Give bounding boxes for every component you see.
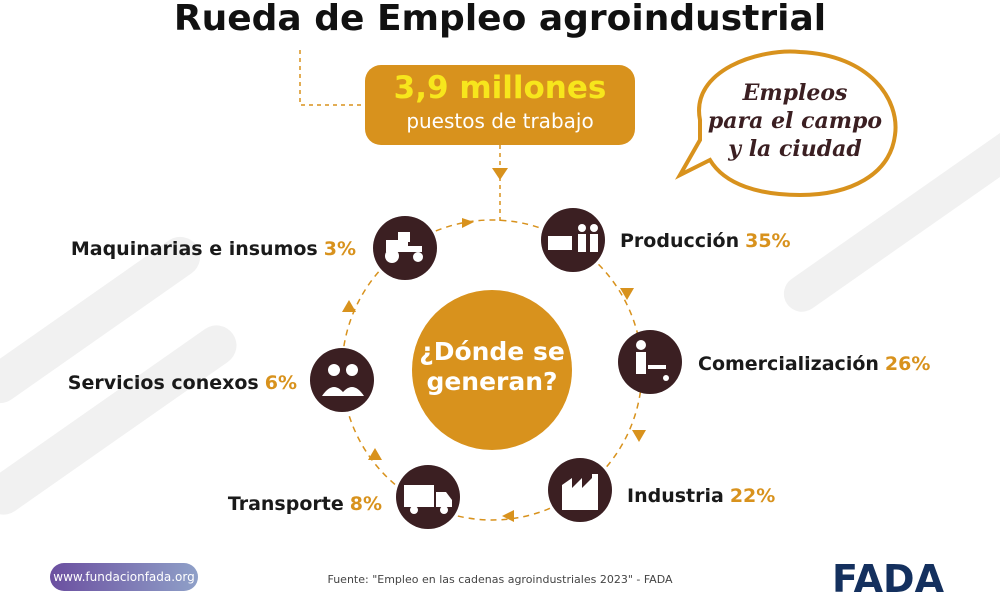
logo: FADA: [832, 557, 945, 600]
node-label: Transporte 8%: [228, 493, 382, 515]
center-text: generan?: [426, 367, 557, 396]
decor: [0, 124, 1000, 515]
node-label: Comercialización 26%: [698, 353, 930, 375]
bubble-line: Empleos: [742, 80, 848, 106]
connector: [299, 50, 365, 106]
node-label: Servicios conexos 6%: [68, 372, 297, 394]
icons: [322, 224, 669, 514]
source: Fuente: "Empleo en las cadenas agroindus…: [327, 573, 672, 586]
headline-subtitle: puestos de trabajo: [406, 109, 593, 133]
url-pill[interactable]: [50, 563, 198, 591]
node-label: Industria 22%: [627, 485, 775, 507]
title: Rueda de Empleo agroindustrial: [174, 0, 826, 39]
node-label: Maquinarias e insumos 3%: [71, 238, 356, 260]
center-text: ¿Dónde se: [419, 337, 565, 366]
headline-value: 3,9 millones: [394, 70, 607, 106]
speech-bubble: [674, 49, 898, 198]
center-circle: [412, 290, 572, 450]
arrow: [492, 168, 508, 180]
ring-arrows: [342, 218, 646, 522]
node-label: Producción 35%: [620, 230, 791, 252]
url[interactable]: www.fundacionfada.org: [53, 570, 195, 584]
bubble-line: para el campo: [708, 108, 882, 134]
headline-box: [365, 65, 635, 145]
bubble-line: y la ciudad: [727, 136, 861, 162]
